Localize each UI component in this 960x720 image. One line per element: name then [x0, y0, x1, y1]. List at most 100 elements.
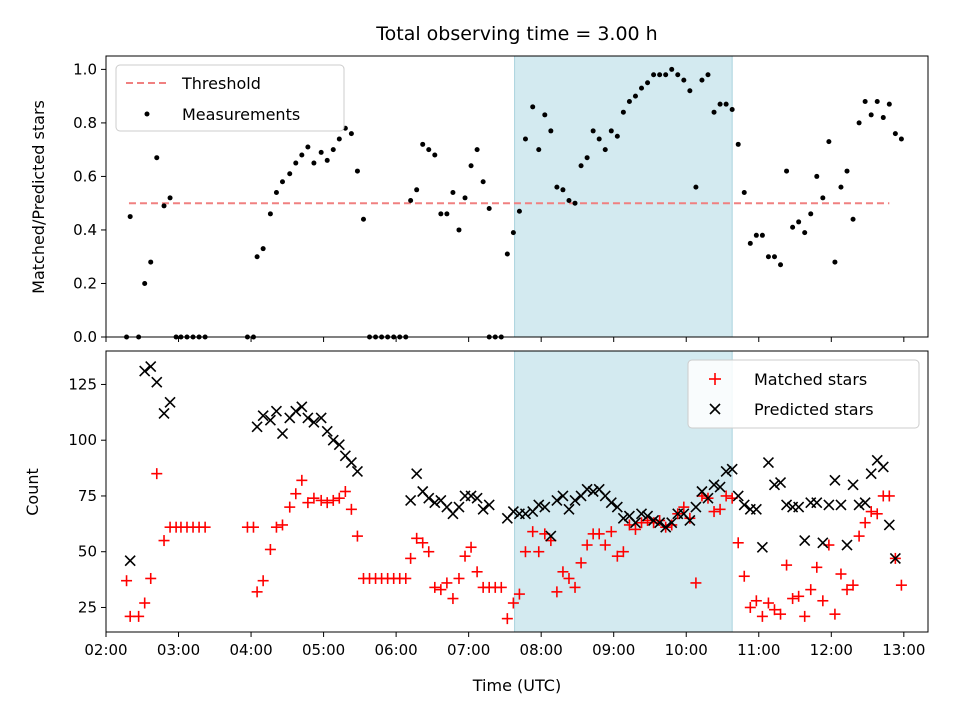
matched-star-point	[563, 572, 575, 584]
predicted-star-point	[666, 517, 678, 529]
predicted-star-point	[847, 479, 859, 491]
measurement-point	[880, 115, 886, 121]
measurement-point	[360, 216, 366, 222]
measurement-point	[898, 136, 904, 142]
matched-star-point	[690, 577, 702, 589]
x-tick-label: 10:00	[665, 641, 708, 659]
predicted-star-point	[471, 492, 483, 504]
measurement-point	[820, 195, 826, 201]
predicted-star-point	[641, 510, 654, 522]
matched-star-point	[471, 566, 483, 578]
measurement-point	[681, 77, 687, 83]
matched-star-point	[151, 468, 163, 480]
measurement-point	[474, 147, 480, 153]
predicted-star-point	[708, 479, 720, 491]
matched-star-point	[883, 490, 895, 502]
measurement-point	[790, 224, 796, 230]
matched-star-point	[411, 532, 423, 544]
predicted-star-point	[557, 490, 569, 502]
matched-star-point	[139, 597, 151, 609]
measurement-point	[273, 189, 279, 195]
measurement-point	[753, 232, 759, 238]
matched-star-point	[145, 572, 157, 584]
measurement-point	[705, 72, 711, 78]
predicted-star-point	[835, 499, 847, 511]
matched-star-point	[787, 593, 799, 605]
matched-star-point	[284, 501, 296, 513]
top-panel: 0.0 0.2 0.4 0.6 0.8 1.0 Matched/Predicted sta…	[29, 55, 929, 346]
predicted-star-point	[762, 456, 775, 469]
bottom-legend: Matched stars Predicted stars	[687, 359, 920, 429]
matched-star-point	[581, 539, 593, 551]
measurement-point	[348, 131, 354, 137]
matched-star-point	[654, 514, 666, 526]
predicted-star-point	[257, 410, 269, 422]
predicted-star-point	[539, 501, 551, 513]
measurement-point	[167, 195, 173, 201]
measurement-point	[657, 72, 663, 78]
measurement-point	[765, 254, 771, 260]
matched-star-point	[435, 584, 447, 596]
bottom-panel: 02:00 03:00 04:00 05:00 06:00 07:00 08:00 09:00…	[23, 350, 929, 695]
measurement-point	[729, 107, 735, 113]
matched-star-point	[417, 537, 429, 549]
measurement-point	[693, 184, 699, 190]
matched-star-point	[744, 601, 756, 613]
predicted-star-point	[533, 499, 545, 511]
measurement-point	[759, 232, 765, 238]
measurement-point	[645, 80, 651, 86]
matched-star-point	[533, 546, 545, 558]
measurement-point	[480, 179, 486, 185]
matched-star-point	[405, 552, 417, 564]
matched-star-point	[133, 610, 145, 622]
matched-star-point	[447, 593, 459, 605]
bottom-axes-ticks: 02:00 03:00 04:00 05:00 06:00 07:00 08:00 09:00…	[68, 351, 925, 659]
x-tick-label: 07:00	[447, 641, 490, 659]
matched-star-point	[551, 586, 563, 598]
predicted-star-point	[545, 530, 557, 542]
measurement-point	[651, 72, 657, 78]
matched-star-point	[859, 517, 871, 529]
measurement-point	[808, 211, 814, 217]
matched-star-point	[513, 588, 525, 600]
predicted-star-point	[768, 479, 781, 491]
predicted-star-point	[750, 503, 762, 515]
top-series-layer	[124, 66, 904, 340]
matched-star-point	[557, 566, 569, 578]
predicted-star-point	[465, 490, 477, 502]
matched-star-point	[775, 608, 787, 620]
y-tick-label: 0.0	[73, 328, 97, 346]
x-tick-label: 05:00	[302, 641, 345, 659]
matched-star-point	[257, 575, 269, 587]
matched-star-point	[575, 557, 587, 569]
measurement-point	[814, 173, 820, 179]
measurement-point	[330, 147, 336, 153]
predicted-star-point	[605, 497, 617, 509]
measurement-point	[462, 195, 468, 201]
measurement-point	[161, 203, 167, 209]
measurement-point	[723, 101, 729, 107]
y-tick-label: 25	[78, 598, 97, 616]
measurement-point	[608, 128, 614, 134]
predicted-star-point	[551, 494, 563, 506]
measurement-point	[572, 200, 578, 206]
predicted-star-point	[569, 494, 581, 506]
measurement-point	[590, 128, 596, 134]
predicted-star-point	[477, 503, 489, 515]
measurement-point	[699, 77, 705, 83]
predicted-star-point	[859, 497, 871, 509]
measurement-point	[868, 112, 874, 118]
measurement-point	[838, 184, 844, 190]
top-axes-ticks: 0.0 0.2 0.4 0.6 0.8 1.0	[73, 56, 905, 346]
measurement-point	[584, 155, 590, 161]
measurement-point	[444, 211, 450, 217]
predicted-star-point	[829, 474, 841, 486]
measurement-point	[510, 230, 516, 236]
matched-star-point	[732, 537, 744, 549]
matched-star-point	[611, 550, 623, 562]
matched-star-point	[805, 584, 817, 596]
predicted-star-point	[617, 512, 629, 524]
matched-star-point	[871, 508, 883, 520]
x-tick-label: 02:00	[84, 641, 127, 659]
predicted-star-point	[889, 552, 901, 564]
